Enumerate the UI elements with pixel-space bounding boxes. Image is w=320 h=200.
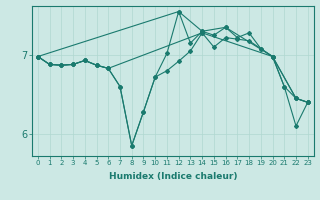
X-axis label: Humidex (Indice chaleur): Humidex (Indice chaleur) [108, 172, 237, 181]
